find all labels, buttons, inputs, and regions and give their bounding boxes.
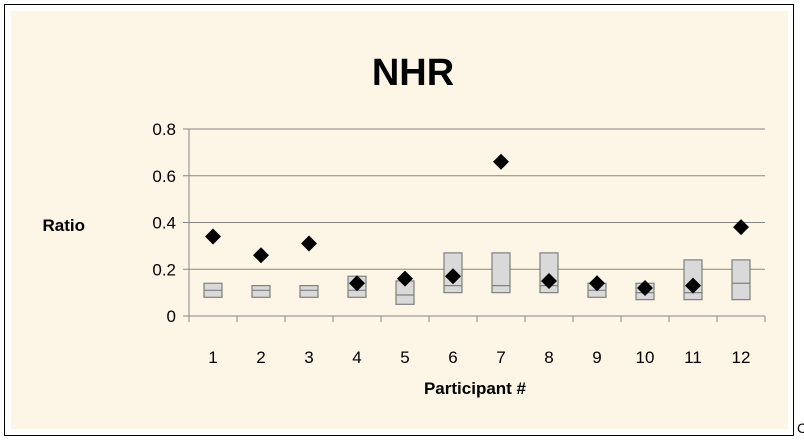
x-tick-label: 7 [496, 348, 505, 367]
range-box [300, 286, 318, 298]
y-tick-label: 0.4 [152, 214, 176, 233]
corner-mark: C [797, 421, 804, 435]
x-tick-label: 3 [304, 348, 313, 367]
range-box [252, 286, 270, 298]
chart-title: NHR [372, 52, 454, 94]
range-box [492, 253, 510, 293]
x-tick-label: 8 [544, 348, 553, 367]
x-tick-label: 9 [592, 348, 601, 367]
y-tick-label: 0.8 [152, 120, 176, 139]
y-tick-label: 0 [167, 307, 176, 326]
x-tick-label: 12 [732, 348, 751, 367]
y-tick-label: 0.6 [152, 167, 176, 186]
x-tick-label: 11 [684, 348, 702, 367]
chart-frame: NHR Ratio Participant # 0 0.2 0.4 0.6 0.8 1 2 3… [4, 4, 794, 436]
x-axis-label: Participant # [424, 379, 527, 398]
x-tick-label: 4 [352, 348, 361, 367]
y-tick-label: 0.2 [152, 260, 176, 279]
range-box [732, 260, 750, 300]
y-axis-label: Ratio [43, 216, 86, 235]
x-tick-label: 10 [636, 348, 655, 367]
x-tick-label: 2 [256, 348, 265, 367]
chart-svg: NHR Ratio Participant # 00.20.40.60.81 2 3… [5, 5, 795, 437]
x-tick-label: 5 [400, 348, 409, 367]
x-tick-label: 1 [208, 348, 217, 367]
x-tick-label: 6 [448, 348, 457, 367]
